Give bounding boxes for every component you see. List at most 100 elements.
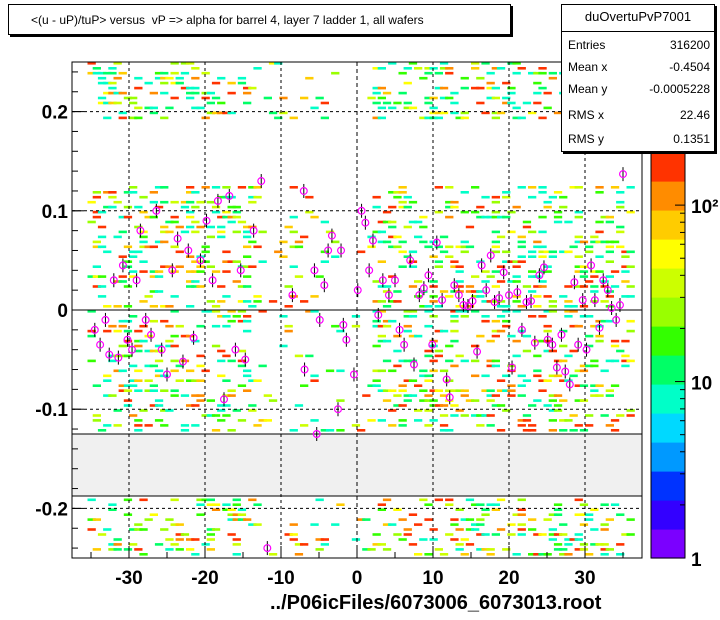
heatmap-cell: [553, 394, 563, 397]
heatmap-cell: [310, 419, 319, 422]
heatmap-cell: [186, 548, 195, 551]
heatmap-cell: [434, 111, 443, 115]
heatmap-cell: [243, 245, 252, 249]
heatmap-cell: [398, 250, 407, 254]
heatmap-cell: [103, 528, 112, 531]
heatmap-cell: [419, 215, 428, 219]
heatmap-cell: [424, 245, 433, 249]
x-tick-label: -20: [191, 568, 218, 589]
heatmap-cell: [507, 334, 516, 338]
heatmap-cell: [533, 71, 542, 75]
heatmap-cell: [605, 250, 614, 254]
heatmap-cell: [186, 379, 195, 382]
x-tick-label: 0: [352, 568, 363, 589]
heatmap-cell: [170, 334, 179, 338]
heatmap-cell: [460, 359, 469, 363]
heatmap-cell: [476, 295, 485, 298]
heatmap-cell: [450, 389, 459, 392]
heatmap-cell: [502, 250, 511, 254]
heatmap-cell: [139, 528, 148, 531]
stats-label: RMS y: [568, 132, 604, 146]
heatmap-cell: [258, 230, 267, 234]
heatmap-cell: [476, 86, 485, 90]
heatmap-cell: [414, 220, 423, 224]
heatmap-cell: [113, 424, 122, 427]
heatmap-cell: [445, 215, 454, 219]
heatmap-cell: [289, 523, 298, 526]
heatmap-cell: [621, 339, 630, 343]
heatmap-cell: [491, 116, 500, 120]
heatmap-cell: [424, 409, 433, 412]
heatmap-cell: [268, 399, 278, 402]
heatmap-cell: [393, 191, 402, 194]
heatmap-cell: [393, 349, 402, 353]
heatmap-cell: [196, 225, 205, 229]
heatmap-cell: [616, 245, 625, 249]
heatmap-cell: [201, 186, 210, 189]
heatmap-cell: [626, 210, 635, 214]
heatmap-cell: [320, 429, 329, 432]
heatmap-cell: [481, 374, 490, 378]
heatmap-cell: [217, 419, 226, 422]
heatmap-cell: [471, 295, 480, 298]
heatmap-cell: [393, 404, 402, 407]
heatmap-cell: [605, 245, 614, 249]
heatmap-cell: [408, 310, 418, 313]
heatmap-cell: [196, 200, 205, 204]
heatmap-cell: [408, 285, 418, 288]
heatmap-cell: [559, 548, 568, 551]
heatmap-cell: [450, 364, 459, 368]
heatmap-cell: [274, 116, 283, 120]
heatmap-cell: [616, 513, 625, 516]
heatmap-cell: [357, 429, 366, 432]
heatmap-cell: [222, 215, 231, 219]
heatmap-cell: [263, 394, 272, 397]
profile-point: [249, 226, 258, 235]
heatmap-cell: [222, 394, 231, 397]
heatmap-cell: [165, 538, 174, 541]
heatmap-cell: [237, 518, 247, 521]
heatmap-cell: [258, 260, 267, 263]
heatmap-cell: [170, 215, 179, 219]
heatmap-cell: [196, 270, 205, 273]
heatmap-cell: [134, 116, 143, 120]
heatmap-cell: [455, 528, 464, 531]
heatmap-cell: [144, 389, 153, 392]
heatmap-cell: [621, 270, 630, 273]
heatmap-cell: [279, 315, 288, 318]
heatmap-cell: [507, 91, 516, 95]
heatmap-cell: [377, 220, 386, 224]
heatmap-cell: [434, 389, 443, 392]
x-tick-label: 20: [498, 568, 519, 589]
heatmap-cell: [496, 235, 506, 239]
heatmap-cell: [149, 364, 158, 368]
profile-point: [90, 325, 99, 334]
heatmap-cell: [579, 275, 589, 278]
heatmap-cell: [553, 220, 563, 224]
heatmap-cell: [97, 210, 107, 214]
grid-lines: [72, 62, 642, 558]
heatmap-cell: [134, 528, 143, 531]
heatmap-cell: [315, 96, 324, 100]
heatmap-cell: [445, 503, 454, 506]
heatmap-cell: [160, 116, 169, 120]
heatmap-cell: [289, 533, 298, 536]
heatmap-cell: [310, 379, 319, 382]
chart-title: <(u - uP)/tuP> versus vP => alpha for ba…: [31, 13, 424, 27]
heatmap-cell: [569, 305, 578, 308]
heatmap-cell: [439, 394, 449, 397]
heatmap-cell: [222, 260, 231, 263]
heatmap-cell: [574, 384, 583, 387]
heatmap-cell: [377, 106, 386, 110]
heatmap-cell: [206, 265, 215, 268]
heatmap-cell: [455, 310, 464, 313]
heatmap-cell: [465, 285, 475, 288]
profile-point: [114, 353, 123, 362]
heatmap-cell: [517, 67, 526, 70]
heatmap-cell: [108, 543, 117, 546]
heatmap-cell: [180, 200, 190, 204]
heatmap-cell: [180, 86, 190, 90]
heatmap-cell: [522, 429, 532, 432]
heatmap-cell: [180, 205, 190, 209]
profile-point: [513, 288, 522, 297]
